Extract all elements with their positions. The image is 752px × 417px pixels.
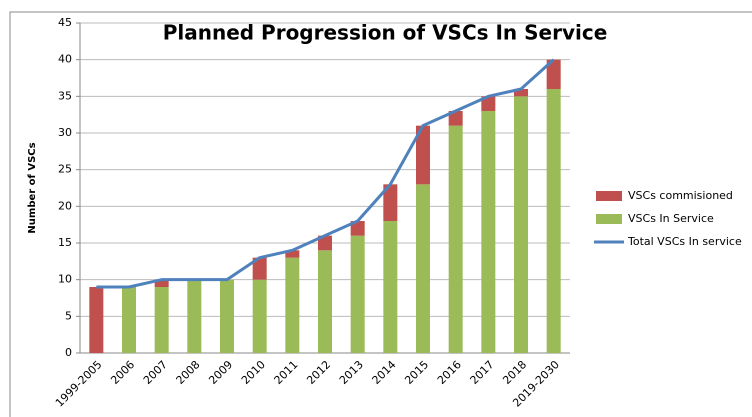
bar-segment: [383, 184, 398, 221]
bar-segment: [481, 96, 496, 111]
x-tick-label: 2009: [206, 358, 235, 387]
chart-frame: [9, 11, 752, 417]
bar-segment: [514, 89, 528, 97]
x-tick-label: 2018: [500, 358, 529, 387]
y-tick-label: 10: [58, 273, 72, 286]
bar-segment: [89, 287, 104, 353]
y-tick-label: 15: [58, 236, 72, 249]
y-tick-label: 25: [58, 163, 72, 176]
x-tick-label: 2011: [272, 358, 301, 387]
bar-segment: [252, 257, 267, 280]
legend-label: Total VSCs In service: [627, 235, 742, 248]
x-tick-label: 2007: [141, 358, 170, 387]
bar-segment: [154, 279, 169, 287]
x-tick-label: 2013: [337, 358, 366, 387]
chart-title: Planned Progression of VSCs In Service: [163, 21, 608, 45]
x-tick-label: 1999-2005: [53, 358, 105, 410]
bar-segment: [448, 125, 463, 354]
y-axis-label: Number of VSCs: [27, 142, 38, 233]
x-tick-label: 2008: [174, 358, 203, 387]
y-tick-label: 20: [58, 199, 72, 212]
y-tick-label: 35: [58, 89, 72, 102]
y-tick-label: 0: [65, 346, 72, 359]
legend-swatch: [596, 191, 622, 201]
total-line: [96, 58, 555, 289]
x-tick-label: 2017: [468, 358, 497, 387]
bar-segment: [154, 287, 169, 353]
bar-segment: [546, 89, 561, 353]
bar-segment: [416, 184, 430, 353]
bar-segment: [481, 111, 496, 353]
bar-segment: [318, 235, 332, 251]
bar-segment: [285, 257, 300, 353]
y-tick-label: 5: [65, 309, 72, 322]
bar-segment: [350, 235, 365, 353]
bar-segment: [252, 279, 267, 353]
x-tick-label: 2015: [402, 358, 431, 387]
bar-segment: [546, 59, 561, 89]
x-tick-label: 2010: [239, 358, 268, 387]
bar-segment: [350, 221, 365, 236]
bar-segment: [318, 250, 332, 353]
bar-segment: [187, 279, 202, 353]
bar-segment: [383, 221, 398, 353]
x-tick-label: 2012: [304, 358, 333, 387]
y-tick-label: 40: [58, 53, 72, 66]
y-tick-label: 45: [58, 16, 72, 29]
bar-segment: [416, 125, 430, 185]
y-tick-label: 30: [58, 126, 72, 139]
legend-label: VSCs commisioned: [628, 189, 733, 202]
x-tick-label: 2014: [370, 358, 399, 387]
bar-segment: [122, 287, 136, 353]
bar-segment: [514, 96, 528, 353]
bar-segment: [285, 250, 300, 258]
legend-label: VSCs In Service: [628, 212, 714, 225]
x-tick-label: 2016: [435, 358, 464, 387]
bar-segment: [220, 279, 234, 353]
x-tick-label: 2006: [108, 358, 137, 387]
legend-swatch: [596, 214, 622, 224]
bar-segment: [448, 111, 463, 126]
